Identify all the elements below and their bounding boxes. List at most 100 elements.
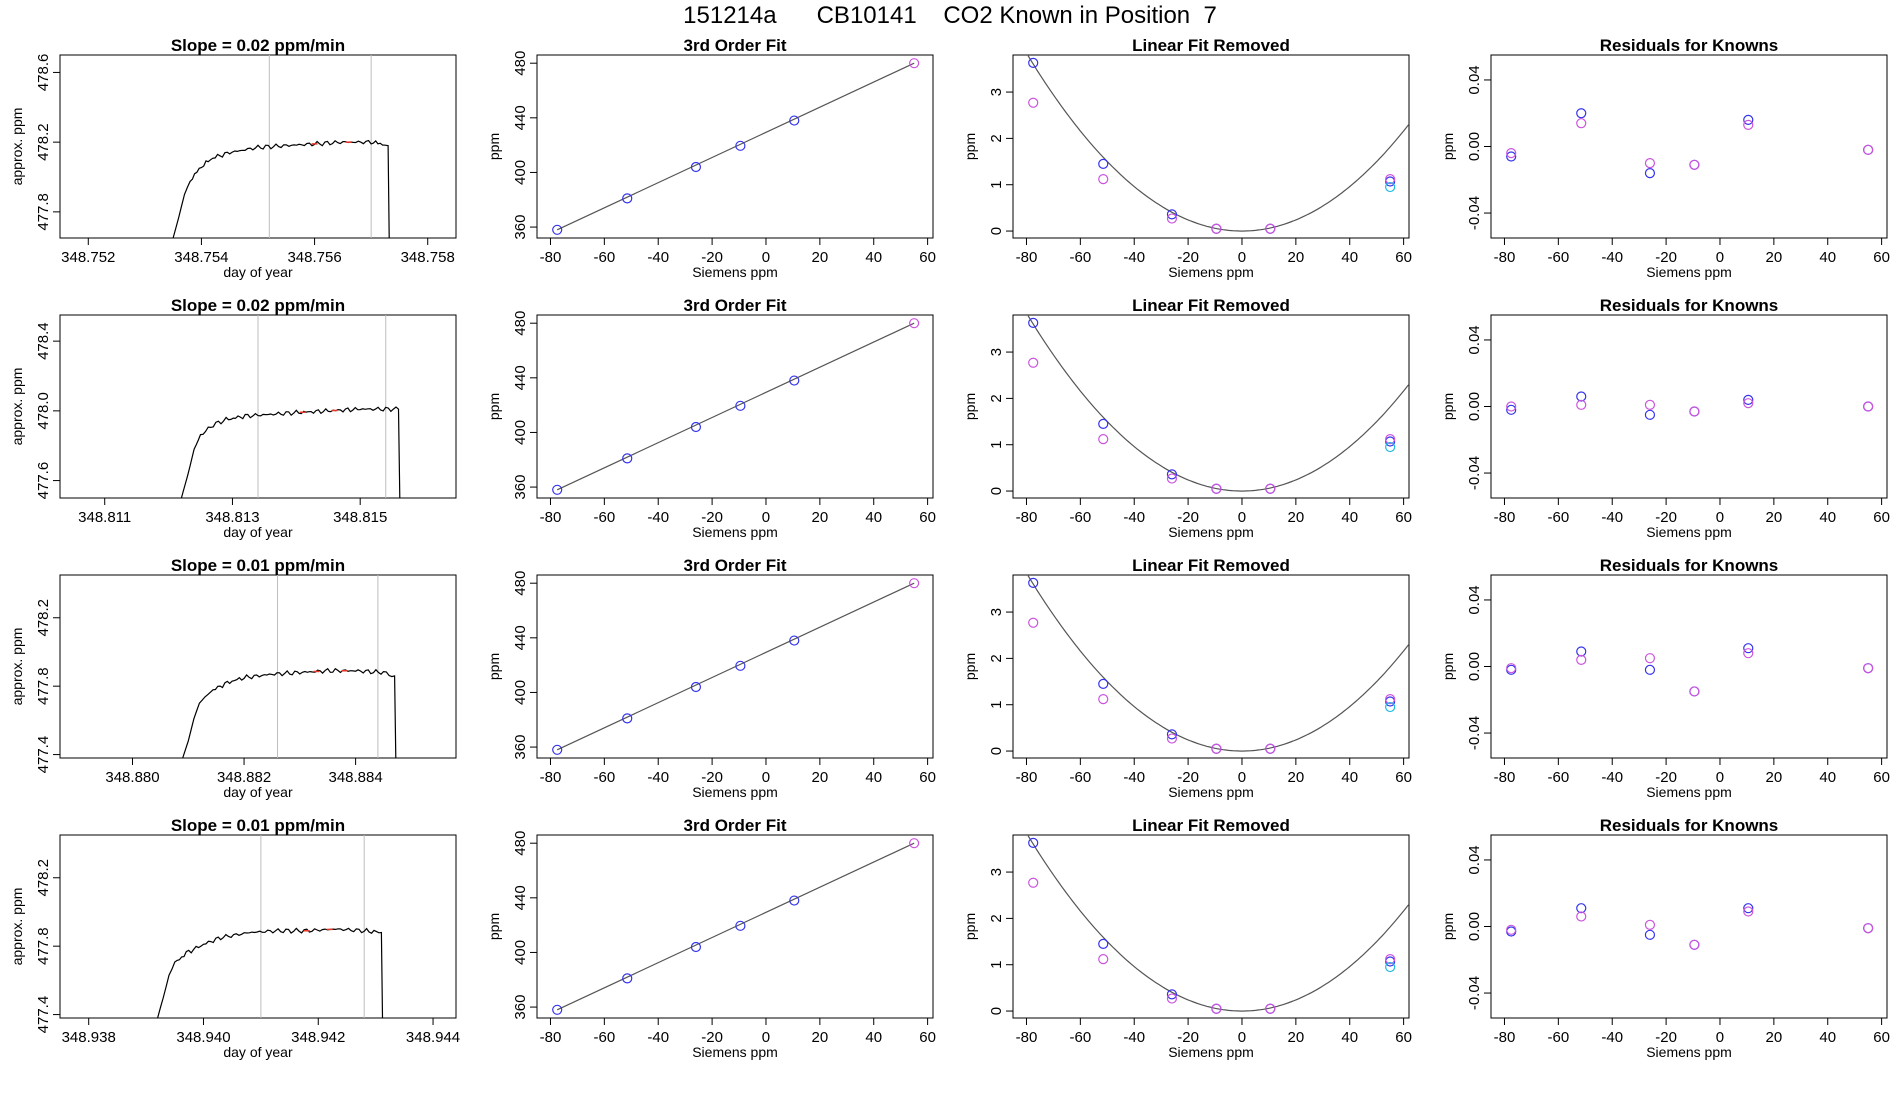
x-tick-label: 20 <box>812 249 829 266</box>
x-tick-label: -20 <box>1177 509 1199 526</box>
data-point-blue <box>1576 391 1587 402</box>
data-point <box>690 421 702 433</box>
x-tick-label: 40 <box>1819 769 1836 786</box>
x-tick-label: 348.815 <box>333 509 387 526</box>
plot-title: Slope = 0.01 ppm/min <box>171 816 345 835</box>
x-tick-label: -40 <box>1601 1029 1623 1046</box>
plot-title: Slope = 0.02 ppm/min <box>171 296 345 315</box>
data-point <box>789 895 800 906</box>
panel-r0-c3: Residuals for Knowns -80 -60 -40 -20 0 20 40 60 -… <box>1440 36 1890 280</box>
x-tick-label: 60 <box>919 1029 936 1046</box>
data-point-cyan <box>1385 961 1396 973</box>
data-trace <box>182 667 397 758</box>
x-tick-label: -80 <box>540 509 562 526</box>
x-tick-label: -40 <box>647 249 669 266</box>
y-tick-label: 478.6 <box>35 54 52 92</box>
y-tick-label: 0 <box>988 227 1005 235</box>
data-point-magenta <box>1863 401 1874 412</box>
x-tick-label: -20 <box>1177 769 1199 786</box>
data-point <box>690 161 702 173</box>
x-tick-label: 40 <box>1819 249 1836 266</box>
data-point-magenta <box>1265 483 1276 494</box>
data-point-magenta <box>1166 473 1178 484</box>
x-tick-label: 40 <box>865 1029 882 1046</box>
x-tick-label: 348.754 <box>174 249 228 266</box>
x-tick-label: 348.882 <box>217 769 271 786</box>
x-axis-label: Siemens ppm <box>1168 784 1254 800</box>
x-tick-label: -80 <box>1494 769 1516 786</box>
x-tick-label: 40 <box>1341 1029 1358 1046</box>
data-point-blue <box>1743 114 1754 125</box>
data-point <box>622 193 633 204</box>
x-tick-label: -60 <box>594 509 616 526</box>
x-tick-label: -60 <box>594 769 616 786</box>
data-point <box>735 400 746 411</box>
x-tick-label: 0 <box>1716 509 1724 526</box>
data-point-magenta <box>1265 743 1276 754</box>
y-tick-label: -0.04 <box>1466 456 1483 490</box>
x-tick-label: -40 <box>647 509 669 526</box>
x-tick-label: 348.880 <box>105 769 159 786</box>
x-tick-label: -80 <box>1016 1029 1038 1046</box>
plot-frame <box>59 834 457 1019</box>
data-point-magenta <box>1863 144 1874 155</box>
data-point-blue <box>1644 664 1656 675</box>
panel-r0-c0: Slope = 0.02 ppm/min 348.752 348.754 348.75… <box>9 36 457 280</box>
x-tick-label: -60 <box>1548 249 1570 266</box>
data-point-magenta <box>1743 119 1754 130</box>
plot-title: Residuals for Knowns <box>1600 816 1779 835</box>
data-point-magenta <box>1863 663 1874 674</box>
x-tick-label: 20 <box>1288 769 1305 786</box>
plot-title: Linear Fit Removed <box>1132 296 1290 315</box>
x-tick-label: -20 <box>701 249 723 266</box>
y-tick-label: 477.8 <box>35 667 52 705</box>
x-tick-label: 40 <box>1819 509 1836 526</box>
data-point-blue <box>1743 643 1754 654</box>
data-point-magenta <box>1028 877 1039 888</box>
x-tick-label: -20 <box>701 509 723 526</box>
x-axis-label: day of year <box>223 524 293 540</box>
data-point-blue <box>1098 678 1109 689</box>
x-tick-label: 20 <box>812 509 829 526</box>
y-tick-label: 3 <box>988 868 1005 876</box>
data-point-magenta <box>1506 148 1517 159</box>
data-point-magenta <box>1211 483 1222 494</box>
y-tick-label: 1 <box>988 701 1005 709</box>
x-tick-label: -20 <box>1177 1029 1199 1046</box>
data-point <box>909 318 920 329</box>
fit-curve <box>1026 55 1409 232</box>
data-point-magenta <box>1385 434 1396 445</box>
x-tick-label: -40 <box>647 769 669 786</box>
data-point-magenta <box>1211 743 1222 754</box>
y-tick-label: 440 <box>512 105 529 130</box>
x-axis-label: Siemens ppm <box>1646 264 1732 280</box>
plot-frame <box>536 834 934 1019</box>
x-tick-label: -20 <box>1655 509 1677 526</box>
data-point <box>789 375 800 386</box>
data-point-magenta <box>1098 434 1109 445</box>
plot-frame <box>536 314 934 499</box>
page-title: 151214a CB10141 CO2 Known in Position 7 <box>683 2 1217 29</box>
x-tick-label: 40 <box>865 769 882 786</box>
plot-area <box>552 318 920 495</box>
plot-area <box>180 315 401 498</box>
data-point-magenta <box>1166 993 1178 1004</box>
x-tick-label: 20 <box>1766 769 1783 786</box>
x-tick-label: 40 <box>1341 249 1358 266</box>
y-axis-label: ppm <box>1440 913 1456 940</box>
y-tick-label: 0.00 <box>1466 912 1483 941</box>
x-axis-label: day of year <box>223 784 293 800</box>
data-point-magenta <box>1211 1003 1222 1014</box>
plot-frame <box>1490 834 1888 1019</box>
y-axis-label: ppm <box>1440 133 1456 160</box>
x-axis-label: Siemens ppm <box>692 264 778 280</box>
y-tick-label: 480 <box>512 831 529 856</box>
x-tick-label: 20 <box>1766 249 1783 266</box>
y-tick-label: 0 <box>988 1007 1005 1015</box>
data-point <box>909 578 920 589</box>
y-tick-label: 0.04 <box>1466 585 1483 614</box>
x-tick-label: -80 <box>540 769 562 786</box>
y-tick-label: 0.00 <box>1466 392 1483 421</box>
data-point-blue <box>1028 317 1039 328</box>
data-trace <box>157 927 384 1018</box>
